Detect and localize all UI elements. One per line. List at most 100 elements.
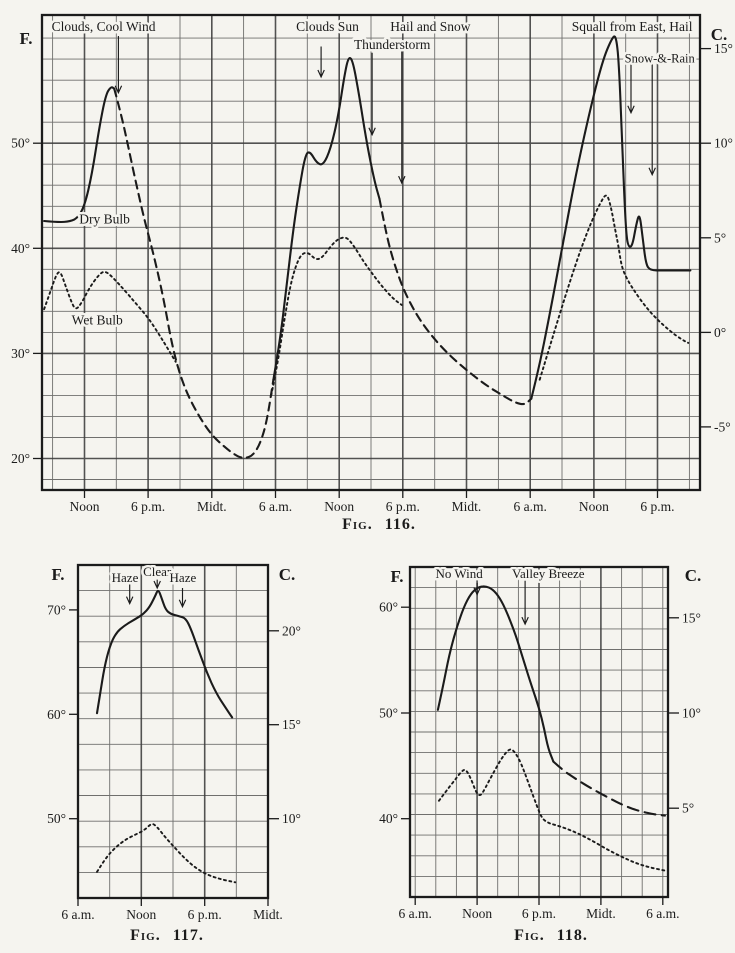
label-squall-from-east-hail: Squall from East, Hail	[572, 19, 693, 34]
celsius-tick-label: -5°	[714, 419, 731, 434]
fig117-axis-ticks	[69, 609, 279, 906]
curve-segment-dashed	[378, 197, 533, 406]
fig117-grid-major	[140, 565, 206, 898]
arrow-down-icon	[368, 52, 376, 137]
fig118-series-dry-bulb	[436, 585, 666, 817]
fig118-series-wet-bulb	[437, 748, 666, 872]
x-tick-label: 6 p.m.	[131, 499, 165, 514]
label-valley-breeze: Valley Breeze	[512, 566, 585, 581]
curve-segment-solid	[43, 86, 116, 224]
fig117-fahrenheit-axis-label: F.	[51, 565, 64, 584]
curve-segment-solid	[95, 589, 234, 719]
fig118-grid-major	[476, 567, 602, 897]
fig116-border	[40, 13, 702, 492]
fig118-axis-ticks	[401, 606, 679, 905]
fig118-celsius-axis-label: C.	[685, 566, 702, 585]
curve-segment-dotted	[437, 748, 666, 872]
celsius-tick-label: 15°	[714, 41, 733, 56]
label-clear: Clear	[143, 564, 172, 579]
fig117-caption: Fig. 117.	[130, 927, 204, 944]
fig116-celsius-axis-label: C.	[711, 25, 728, 44]
x-tick-label: Noon	[126, 907, 156, 922]
x-tick-label: 6 p.m.	[386, 499, 420, 514]
label-clouds-cool-wind: Clouds, Cool Wind	[52, 19, 156, 34]
curve-segment-dashed	[552, 760, 666, 817]
x-tick-label: 6 a.m.	[514, 499, 547, 514]
x-tick-label: 6 a.m.	[61, 907, 94, 922]
x-tick-label: 6 a.m.	[259, 499, 292, 514]
label-wet-bulb: Wet Bulb	[72, 312, 123, 327]
fig118-caption: Fig. 118.	[514, 927, 588, 944]
celsius-tick-label: 0°	[714, 325, 726, 340]
fig118-axis-labels: 6 a.m. Noon 6 p.m. Midt. 6 a.m. 60° 50° 40° 15° 1…	[379, 600, 701, 921]
fig116-grid-minor	[42, 15, 700, 490]
fig116-caption: Fig. 116.	[342, 516, 416, 533]
fig117-arrows	[125, 579, 187, 609]
x-tick-label: 6 p.m.	[522, 906, 556, 921]
celsius-tick-label: 10°	[282, 811, 301, 826]
x-tick-label: Midt.	[586, 906, 616, 921]
fahrenheit-tick-label: 40°	[11, 241, 30, 256]
curve-segment-solid	[272, 57, 381, 381]
fahrenheit-tick-label: 30°	[11, 346, 30, 361]
fig116: Noon 6 p.m. Midt. 6 a.m. Noon 6 p.m. Midt. 6 a.…	[11, 13, 733, 514]
fig117-series-dry-bulb	[95, 589, 234, 719]
fig118: 6 a.m. Noon 6 p.m. Midt. 6 a.m. 60° 50° 40° 15° 1…	[379, 563, 702, 921]
fahrenheit-tick-label: 60°	[47, 707, 66, 722]
x-tick-label: 6 a.m.	[646, 906, 679, 921]
celsius-tick-label: 15°	[282, 717, 301, 732]
x-tick-label: Noon	[579, 499, 609, 514]
x-tick-label: Midt.	[452, 499, 482, 514]
curve-segment-solid	[530, 35, 692, 400]
arrow-down-icon	[648, 64, 656, 177]
arrow-down-icon	[398, 48, 406, 185]
x-tick-label: 6 p.m.	[640, 499, 674, 514]
arrow-down-icon	[153, 579, 161, 590]
x-tick-label: 6 p.m.	[188, 907, 222, 922]
curve-segment-dotted	[270, 236, 403, 397]
arrow-down-icon	[178, 588, 187, 609]
celsius-tick-label: 10°	[714, 136, 733, 151]
celsius-tick-label: 15°	[682, 610, 701, 625]
celsius-tick-label: 5°	[682, 801, 694, 816]
label-snow-and-rain: Snow-&-Rain	[625, 52, 696, 66]
fig117: 6 a.m. Noon 6 p.m. Midt. 70° 60° 50° 20° 15° 10° F…	[47, 561, 301, 922]
fahrenheit-tick-label: 50°	[47, 811, 66, 826]
fig117-axis-labels: 6 a.m. Noon 6 p.m. Midt. 70° 60° 50° 20° 15° 10°	[47, 602, 301, 922]
fig117-grid-minor	[78, 565, 268, 898]
fig117-celsius-axis-label: C.	[279, 565, 296, 584]
arrow-down-icon	[521, 580, 529, 626]
fig116-axis-labels: Noon 6 p.m. Midt. 6 a.m. Noon 6 p.m. Midt. 6 a.…	[11, 41, 733, 514]
fig116-fahrenheit-axis-label: F.	[19, 29, 32, 48]
x-tick-label: Noon	[324, 499, 354, 514]
arrow-down-icon	[627, 57, 635, 115]
fig116-series-wet-bulb	[43, 194, 690, 397]
label-hail-and-snow: Hail and Snow	[390, 19, 470, 34]
label-clouds-sun: Clouds Sun	[296, 19, 359, 34]
label-haze-morning: Haze	[112, 570, 139, 585]
x-tick-label: Midt.	[253, 907, 283, 922]
fig117-series-wet-bulb	[96, 823, 237, 884]
label-dry-bulb: Dry Bulb	[79, 211, 130, 226]
curve-segment-dotted	[96, 823, 237, 884]
x-tick-label: 6 a.m.	[399, 906, 432, 921]
arrow-down-icon	[114, 36, 123, 95]
fahrenheit-tick-label: 60°	[379, 600, 398, 615]
celsius-tick-label: 5°	[714, 230, 726, 245]
celsius-tick-label: 20°	[282, 623, 301, 638]
fahrenheit-tick-label: 50°	[11, 136, 30, 151]
fahrenheit-tick-label: 40°	[379, 811, 398, 826]
celsius-tick-label: 10°	[682, 706, 701, 721]
fig117-border	[76, 563, 270, 900]
curve-segment-dotted	[43, 270, 177, 363]
fig116-axis-ticks	[33, 47, 711, 498]
fig116-series-dry-bulb	[43, 35, 692, 459]
fahrenheit-tick-label: 70°	[47, 602, 66, 617]
curve-segment-solid	[436, 585, 555, 763]
label-haze-evening: Haze	[170, 570, 197, 585]
label-no-wind: No Wind	[435, 566, 483, 581]
fig118-fahrenheit-axis-label: F.	[390, 567, 403, 586]
fahrenheit-tick-label: 20°	[11, 451, 30, 466]
curve-segment-dashed	[113, 87, 275, 459]
